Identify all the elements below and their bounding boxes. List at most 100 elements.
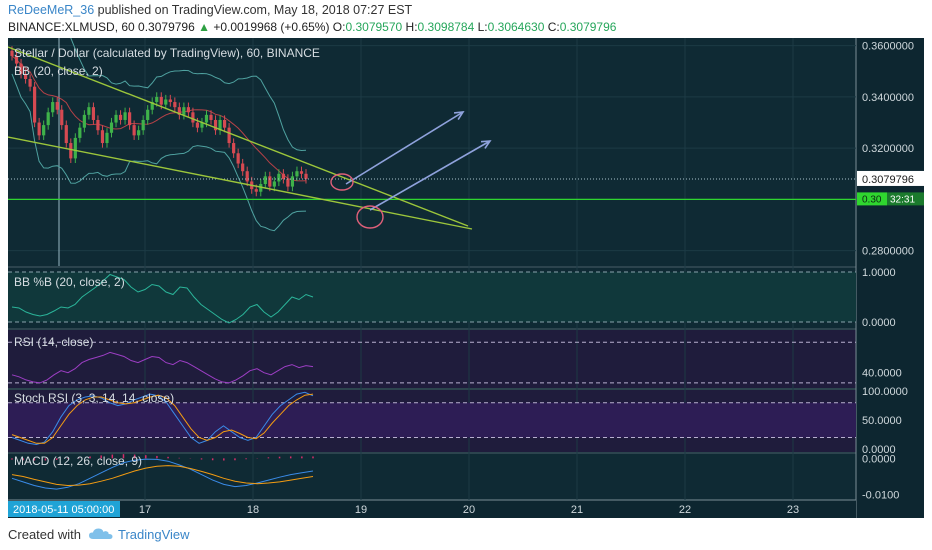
macd-tick-label: 0.0000 <box>862 453 896 465</box>
candle-body <box>281 173 285 179</box>
low-value: 0.3064630 <box>487 20 545 34</box>
candle-body <box>37 122 41 136</box>
time-tick-label: 22 <box>679 504 691 516</box>
last-price-tag <box>857 170 924 186</box>
candle-body <box>60 109 64 126</box>
chart-canvas[interactable]: 0.3600000 0.3400000 0.3200000 0.2800000 0.30… <box>8 38 924 518</box>
candle-body <box>277 173 281 182</box>
macd-line <box>11 458 314 490</box>
author-name[interactable]: ReDeeMeR_36 <box>8 3 95 17</box>
candle-body <box>209 114 213 120</box>
candle-body <box>91 107 96 120</box>
highlight-circle-lower <box>356 205 384 229</box>
pctb-band-fill <box>8 272 856 322</box>
candle-body <box>159 96 163 105</box>
open-label: O: <box>332 20 346 34</box>
publish-info: ReDeeMeR_36 published on TradingView.com… <box>8 3 412 17</box>
candle-body <box>105 132 109 144</box>
candle-body <box>82 114 86 128</box>
bb-upper-band <box>12 38 307 152</box>
stoch-tick-label: 100.0000 <box>862 386 908 398</box>
candle-body <box>132 125 136 136</box>
candle-body <box>182 107 186 115</box>
time-tick-label: 19 <box>355 504 367 516</box>
candle-body <box>46 112 50 126</box>
candle-body <box>268 176 272 187</box>
bb-indicator-label: BB (20, close, 2) <box>14 64 103 78</box>
candle-body <box>168 99 172 103</box>
countdown-tag-label: 32:31 <box>890 194 915 205</box>
stoch-band-fill <box>8 402 856 438</box>
candle-body <box>173 102 177 108</box>
published-text: published on TradingView.com, May 18, 20… <box>94 3 413 17</box>
candle-body <box>177 107 181 115</box>
open-value: 0.3079570 <box>345 20 403 34</box>
candle-body <box>137 130 141 136</box>
candle-body <box>259 184 263 192</box>
bb-lower-band <box>11 73 307 232</box>
close-value: 0.3079796 <box>559 20 617 34</box>
candle-body <box>33 86 37 123</box>
candle-body <box>304 173 308 179</box>
candle-body <box>272 181 276 187</box>
candle-body <box>51 102 55 113</box>
upper-trendline <box>8 46 469 227</box>
main-pane-title: Stellar / Dollar (calculated by TradingV… <box>14 46 320 60</box>
price-tick-label: 0.3400000 <box>862 92 914 104</box>
change-label: +0.0019968 (+0.65%) <box>213 20 330 34</box>
candle-body <box>10 50 14 56</box>
candle-body <box>78 127 82 138</box>
bb-basis-line <box>11 55 307 182</box>
support-price-tag <box>857 192 887 206</box>
candle-body <box>218 119 222 131</box>
tradingview-link[interactable]: TradingView <box>118 527 190 542</box>
chart-area[interactable]: 0.3600000 0.3400000 0.3200000 0.2800000 0.30… <box>8 38 924 518</box>
candle-body <box>155 96 159 103</box>
stoch-d-line <box>11 393 314 444</box>
time-tick-label: 18 <box>247 504 259 516</box>
price-tick-label: 0.3200000 <box>862 143 914 155</box>
time-tick-label: 23 <box>787 504 799 516</box>
high-value: 0.3098784 <box>417 20 475 34</box>
candle-body <box>232 143 236 154</box>
up-arrow-icon: ▲ <box>198 20 211 34</box>
candle-body <box>128 112 132 126</box>
candle-body <box>299 171 304 174</box>
candle-body <box>96 119 100 131</box>
time-axis-background <box>8 500 856 518</box>
candle-body <box>23 73 28 79</box>
candle-body <box>191 112 195 123</box>
candle-body <box>295 171 299 177</box>
pctb-line <box>11 273 314 324</box>
candle-body <box>64 125 68 144</box>
price-label: 0.3079796 <box>138 20 195 34</box>
candle-body <box>150 102 154 110</box>
rsi-indicator-label: RSI (14, close) <box>14 335 94 349</box>
pctb-tick-label: 1.0000 <box>862 267 896 279</box>
candle-body <box>213 119 218 131</box>
candle-body <box>236 153 240 164</box>
ohlc-line: BINANCE:XLMUSD, 60 0.3079796 ▲ +0.001996… <box>8 20 616 34</box>
symbol-label: BINANCE:XLMUSD, 60 <box>8 20 135 34</box>
candle-body <box>200 122 204 128</box>
candle-body <box>204 114 209 123</box>
footer: Created with TradingView <box>0 518 932 550</box>
candle-body <box>222 119 227 128</box>
cursor-time-tag <box>8 501 120 517</box>
time-tick-label: 21 <box>571 504 583 516</box>
candle-body <box>286 178 290 187</box>
pctb-tick-label: 0.0000 <box>862 317 896 329</box>
candle-body <box>118 114 123 120</box>
candle-body <box>164 99 168 105</box>
projection-arrow-upper <box>345 111 464 185</box>
countdown-tag <box>887 192 924 206</box>
candle-body <box>263 176 267 185</box>
candle-body <box>109 122 114 133</box>
candle-body <box>227 127 231 144</box>
time-tick-label: 17 <box>139 504 151 516</box>
price-tick-label: 0.3600000 <box>862 41 914 53</box>
high-label: H: <box>405 20 418 34</box>
candle-body <box>69 143 73 159</box>
projection-arrow-upper-head <box>453 111 465 121</box>
lower-trendline <box>8 136 473 230</box>
